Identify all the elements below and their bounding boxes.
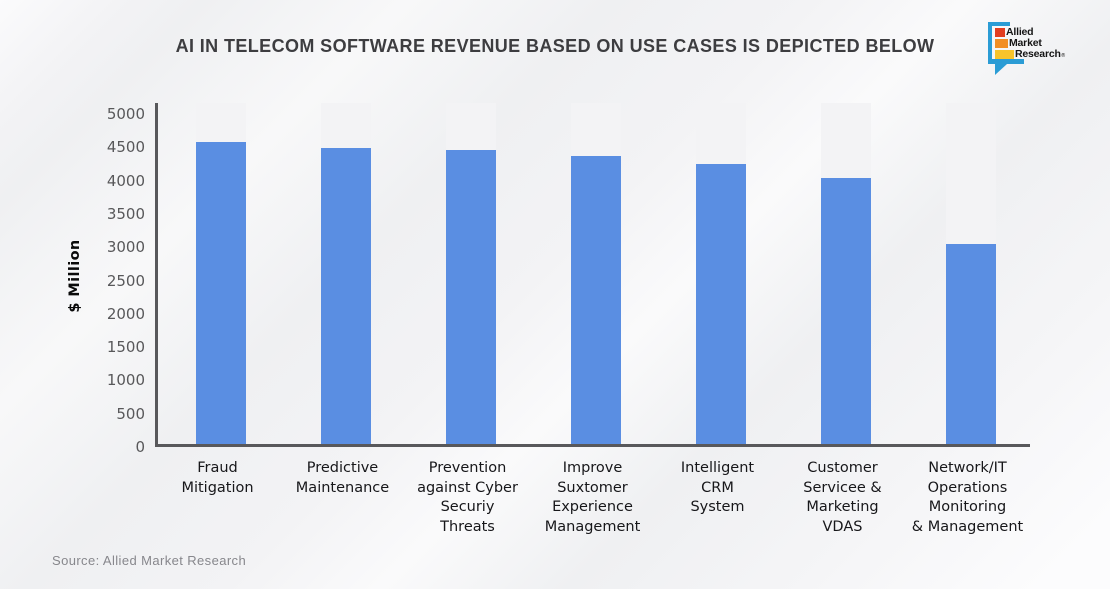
- bar-slot: [283, 103, 408, 444]
- registered-mark: ®: [1060, 53, 1066, 59]
- logo-bracket-bottom-icon: [988, 59, 1024, 64]
- x-category-label: Network/IT Operations Monitoring & Manag…: [911, 460, 1024, 535]
- bar-slot: [783, 103, 908, 444]
- logo-brand-word: Market: [1009, 37, 1042, 49]
- logo-bracket-top-icon: [988, 22, 1010, 26]
- x-category-label: Fraud Mitigation: [181, 460, 254, 496]
- y-tick-label: 4000: [106, 171, 145, 190]
- bar: [945, 244, 996, 444]
- bar-slot: [533, 103, 658, 444]
- y-tick-label: 1500: [106, 338, 145, 357]
- y-axis-tick-labels: 0 500 1000 1500 2000 2500 3000 3500 4000 4500 5000: [0, 103, 145, 456]
- bar: [695, 164, 746, 444]
- y-tick-label: 5000: [106, 105, 145, 123]
- logo-brand-word: Allied: [1006, 26, 1034, 38]
- y-tick-label: 4500: [106, 138, 145, 157]
- bar: [820, 177, 871, 444]
- logo-brand-row: Market: [995, 38, 1066, 48]
- x-axis-category-labels: Fraud Mitigation Predictive Maintenance Pr…: [155, 459, 1030, 537]
- bar-slot: [658, 103, 783, 444]
- logo-brand-text: Allied Market Research ®: [995, 27, 1066, 60]
- y-tick-label: 500: [116, 404, 145, 423]
- logo-square-icon: [995, 27, 1005, 37]
- allied-market-research-logo: Allied Market Research ®: [988, 22, 1096, 75]
- bar: [320, 147, 371, 444]
- y-tick-label: 2500: [106, 271, 145, 290]
- x-category-label: Predictive Maintenance: [295, 460, 390, 496]
- x-category-label: Customer Servicee & Marketing VDAS: [803, 460, 882, 535]
- y-tick-label: 2000: [106, 304, 145, 323]
- x-category-label: Improve Suxtomer Experience Management: [544, 460, 641, 535]
- y-tick-label: 0: [135, 438, 145, 456]
- y-tick-label: 1000: [106, 371, 145, 390]
- bar-slot: [408, 103, 533, 444]
- logo-brand-row: Allied: [995, 27, 1066, 37]
- source-note: Source: Allied Market Research: [52, 553, 247, 568]
- x-category-label: Prevention against Cyber Securiy Threats: [417, 460, 518, 535]
- logo-brand-word: Research: [1015, 48, 1061, 60]
- y-tick-label: 3500: [106, 204, 145, 223]
- x-category-label: Intelligent CRM System: [680, 460, 755, 515]
- bar-slot: [158, 103, 283, 444]
- bar: [445, 150, 496, 444]
- bar: [195, 142, 246, 444]
- logo-speech-tail-icon: [995, 64, 1007, 75]
- bar: [570, 155, 621, 444]
- logo-square-icon: [995, 49, 1014, 59]
- logo-square-icon: [995, 38, 1008, 48]
- logo-bracket-left-icon: [988, 22, 992, 62]
- y-tick-label: 3000: [106, 238, 145, 257]
- bar-chart-plot-area: [155, 103, 1030, 447]
- logo-brand-row: Research ®: [995, 49, 1066, 59]
- bar-slot: [908, 103, 1033, 444]
- page-title: AI IN TELECOM SOFTWARE REVENUE BASED ON …: [175, 36, 935, 56]
